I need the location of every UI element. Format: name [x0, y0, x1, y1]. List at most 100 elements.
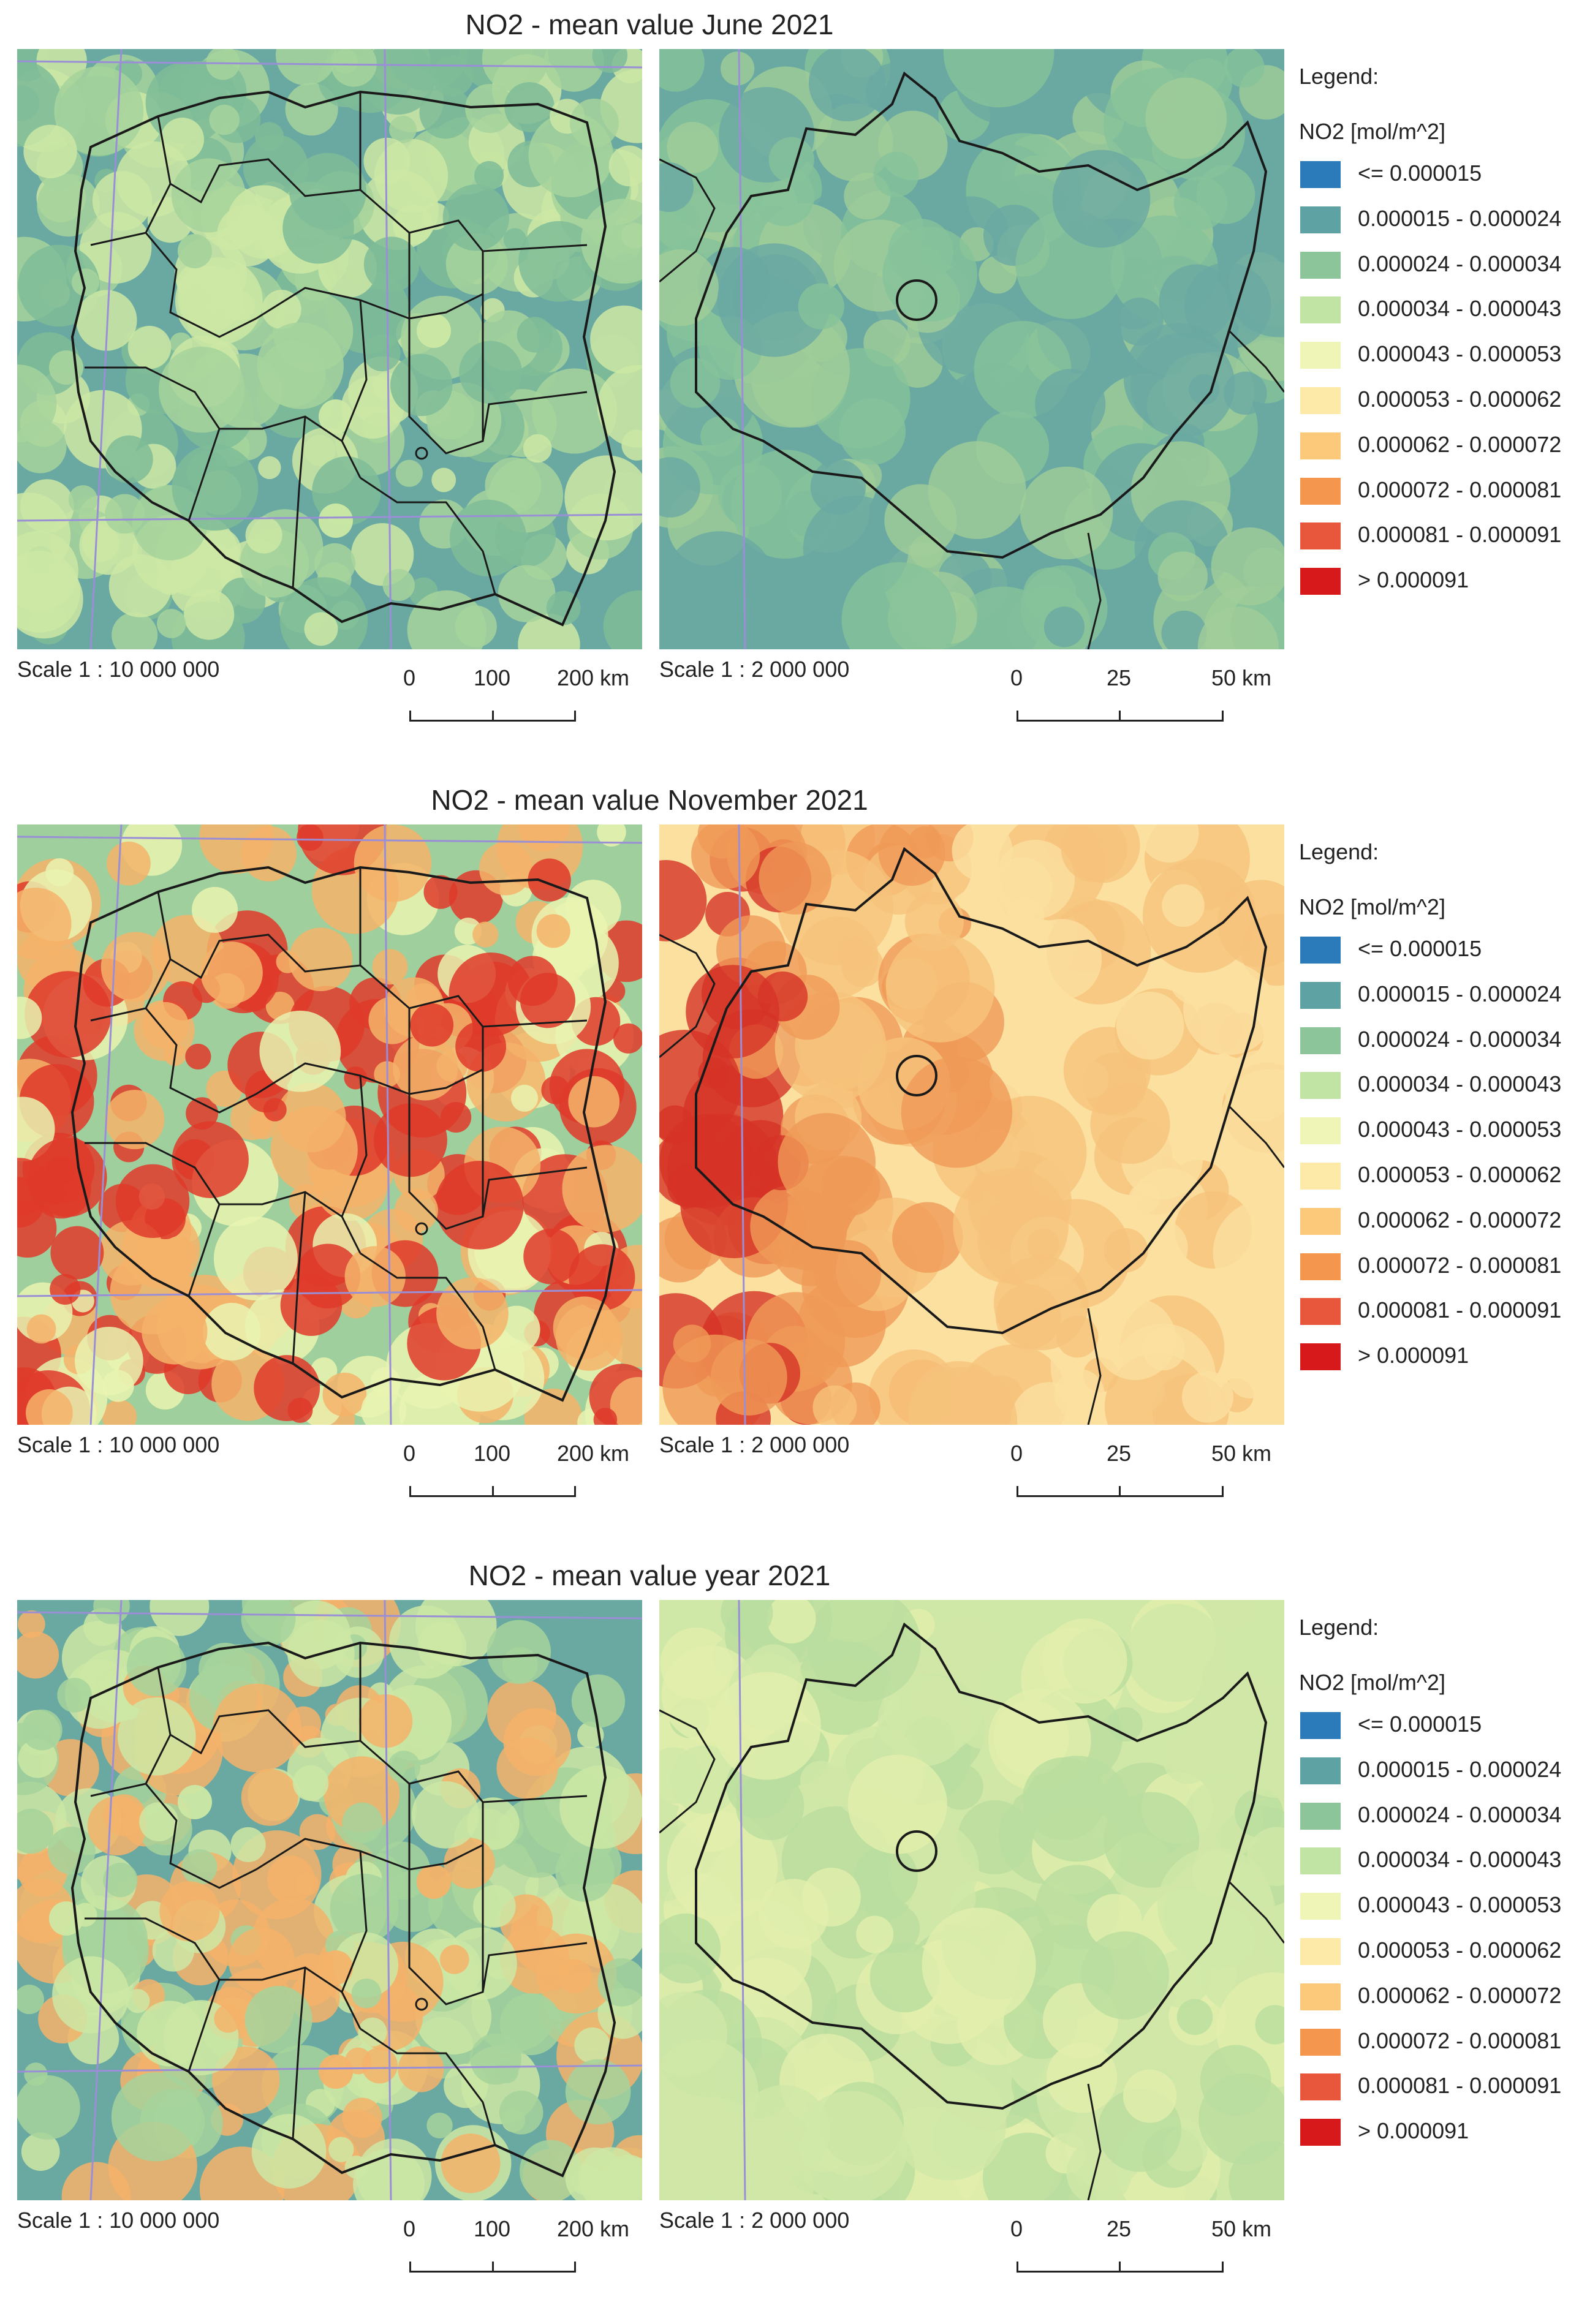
map-svg: [659, 49, 1284, 649]
legend-swatch: [1300, 1893, 1341, 1920]
panel-title: NO2 - mean value June 2021: [465, 9, 834, 40]
legend-item: 0.000072 - 0.000081: [1299, 470, 1579, 516]
legend-swatch: [1300, 568, 1341, 595]
scalebar-tick-label: 0: [403, 2216, 416, 2241]
legend-unit: NO2 [mol/m^2]: [1299, 119, 1445, 144]
legend-item: 0.000081 - 0.000091: [1299, 1291, 1579, 1336]
legend-label: 0.000015 - 0.000024: [1358, 981, 1562, 1006]
legend-item: 0.000062 - 0.000072: [1299, 1201, 1579, 1246]
legend-label: 0.000034 - 0.000043: [1358, 1847, 1562, 1873]
scalebar-tick-label: 0: [403, 665, 416, 690]
scalebar-tick-label: 200 km: [556, 665, 630, 690]
scalebar-tick-label: 0: [403, 1441, 416, 1466]
scalebar-left: [409, 2262, 576, 2273]
legend-label: > 0.000091: [1358, 2118, 1469, 2144]
legend-item: 0.000053 - 0.000062: [1299, 1931, 1579, 1976]
scalebar-right: [1017, 2262, 1224, 2273]
map-poland-overview: [17, 824, 642, 1425]
legend-item: 0.000043 - 0.000053: [1299, 1110, 1579, 1155]
legend-label: 0.000024 - 0.000034: [1358, 1026, 1562, 1052]
legend-item: <= 0.000015: [1299, 929, 1579, 975]
legend-item: > 0.000091: [1299, 1336, 1579, 1381]
legend-swatch: [1300, 1162, 1341, 1190]
legend-swatch: [1300, 1117, 1341, 1145]
legend-label: <= 0.000015: [1358, 936, 1482, 961]
legend-label: 0.000081 - 0.000091: [1358, 2073, 1562, 2099]
legend-item: 0.000062 - 0.000072: [1299, 425, 1579, 470]
legend-label: 0.000081 - 0.000091: [1358, 1297, 1562, 1323]
legend-swatch: [1300, 161, 1341, 188]
legend: Legend: NO2 [mol/m^2] <= 0.000015 0.00001…: [1299, 1609, 1579, 2157]
scalebar-right: [1017, 711, 1224, 722]
legend-item: 0.000024 - 0.000034: [1299, 1020, 1579, 1065]
legend-item: 0.000034 - 0.000043: [1299, 289, 1579, 334]
scalebar-tick-label: 0: [1010, 665, 1023, 690]
legend-label: 0.000072 - 0.000081: [1358, 1252, 1562, 1278]
scale-label-left: Scale 1 : 10 000 000: [17, 657, 220, 682]
legend-item: 0.000081 - 0.000091: [1299, 515, 1579, 560]
legend-swatch: [1300, 387, 1341, 414]
legend-item: 0.000043 - 0.000053: [1299, 1885, 1579, 1931]
legend-item: 0.000015 - 0.000024: [1299, 975, 1579, 1020]
scalebar-tick-label: 50 km: [1211, 1441, 1272, 1466]
scalebar-tick-label: 25: [1106, 2216, 1132, 2241]
legend-swatch: [1300, 432, 1341, 459]
legend-label: <= 0.000015: [1358, 160, 1482, 186]
legend-swatch: [1300, 1712, 1341, 1739]
scalebar-tick-label: 100: [473, 1441, 511, 1466]
legend-unit: NO2 [mol/m^2]: [1299, 894, 1445, 919]
legend-label: 0.000043 - 0.000053: [1358, 1117, 1562, 1142]
scalebar-tick-label: 100: [473, 665, 511, 690]
map-poland-overview: [17, 1600, 642, 2200]
legend-label: 0.000024 - 0.000034: [1358, 251, 1562, 276]
panel-june: NO2 - mean value June 2021 Scale 1 : 10 …: [0, 0, 1579, 773]
legend-title: Legend:: [1299, 64, 1379, 89]
legend-swatch: [1300, 1757, 1341, 1784]
scale-label-right: Scale 1 : 2 000 000: [659, 657, 850, 682]
legend-swatch: [1300, 477, 1341, 505]
legend-item: 0.000024 - 0.000034: [1299, 1795, 1579, 1841]
legend-swatch: [1300, 342, 1341, 369]
legend-label: 0.000015 - 0.000024: [1358, 205, 1562, 231]
scalebar-tick-label: 200 km: [556, 2216, 630, 2241]
legend-swatch: [1300, 251, 1341, 279]
legend-item: 0.000053 - 0.000062: [1299, 380, 1579, 425]
legend-swatch: [1300, 1937, 1341, 1965]
scalebar-tick-label: 0: [1010, 2216, 1023, 2241]
scalebar-right: [1017, 1486, 1224, 1497]
legend-item: 0.000024 - 0.000034: [1299, 244, 1579, 290]
scale-label-left: Scale 1 : 10 000 000: [17, 2208, 220, 2233]
legend-item: > 0.000091: [1299, 2111, 1579, 2157]
panel-november: NO2 - mean value November 2021 Scale 1 :…: [0, 775, 1579, 1549]
legend-label: 0.000043 - 0.000053: [1358, 1892, 1562, 1918]
legend-swatch: [1300, 206, 1341, 233]
legend-item: 0.000015 - 0.000024: [1299, 199, 1579, 244]
legend-item: <= 0.000015: [1299, 1705, 1579, 1750]
legend-label: 0.000034 - 0.000043: [1358, 296, 1562, 322]
scalebar-tick-label: 50 km: [1211, 665, 1272, 690]
legend-swatch: [1300, 296, 1341, 324]
panel-title: NO2 - mean value year 2021: [468, 1560, 831, 1591]
map-region-detail: [659, 824, 1284, 1425]
scalebar-tick-label: 25: [1106, 1441, 1132, 1466]
legend-swatch: [1300, 1847, 1341, 1875]
legend-swatch: [1300, 523, 1341, 550]
legend-swatch: [1300, 1343, 1341, 1371]
legend-swatch: [1300, 2028, 1341, 2056]
scalebar-tick-label: 50 km: [1211, 2216, 1272, 2241]
legend-items: <= 0.000015 0.000015 - 0.000024 0.000024 -…: [1299, 1705, 1579, 2157]
legend-label: 0.000062 - 0.000072: [1358, 1207, 1562, 1232]
legend-item: 0.000034 - 0.000043: [1299, 1840, 1579, 1885]
legend-item: 0.000043 - 0.000053: [1299, 334, 1579, 380]
legend-label: 0.000072 - 0.000081: [1358, 477, 1562, 502]
legend-swatch: [1300, 2073, 1341, 2101]
legend-label: 0.000072 - 0.000081: [1358, 2028, 1562, 2053]
scalebar-tick-label: 200 km: [556, 1441, 630, 1466]
map-svg: [659, 824, 1284, 1425]
legend-label: 0.000034 - 0.000043: [1358, 1071, 1562, 1097]
legend-swatch: [1300, 1983, 1341, 2010]
legend-swatch: [1300, 1207, 1341, 1235]
legend: Legend: NO2 [mol/m^2] <= 0.000015 0.00001…: [1299, 834, 1579, 1381]
scalebar-tick-label: 100: [473, 2216, 511, 2241]
legend-label: <= 0.000015: [1358, 1711, 1482, 1737]
